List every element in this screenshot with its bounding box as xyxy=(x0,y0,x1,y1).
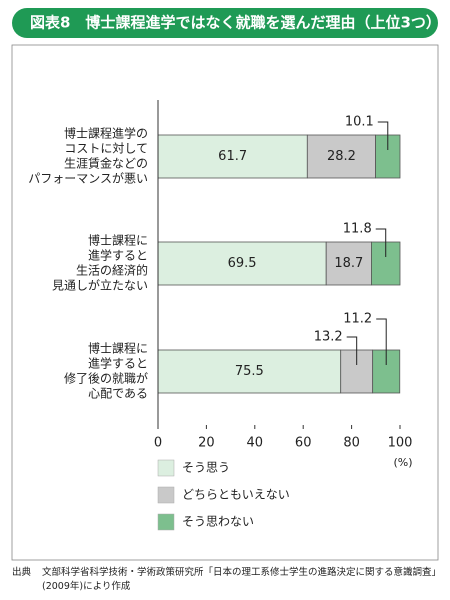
x-unit: (%) xyxy=(393,456,412,469)
category-label: 博士課程に xyxy=(88,341,148,356)
category-label: コストに対して xyxy=(64,142,148,156)
legend-swatch xyxy=(157,486,175,504)
legend-label: そう思わない xyxy=(182,515,254,529)
value-label: 69.5 xyxy=(228,256,257,271)
category-label: パフォーマンスが悪い xyxy=(28,171,148,186)
category-label: 生涯賃金などの xyxy=(64,156,148,171)
category-label: 進学すると xyxy=(88,248,148,263)
x-tick-label: 0 xyxy=(154,436,162,451)
value-label: 28.2 xyxy=(327,149,356,164)
source-text: 文部科学省科学技術・学術政策研究所「日本の理工系修士学生の進路決定に関する意識調… xyxy=(42,567,437,592)
bar-segment xyxy=(306,134,376,179)
category-label: 進学すると xyxy=(88,356,148,371)
x-tick-label: 80 xyxy=(343,436,360,451)
callout-line xyxy=(376,318,387,365)
value-label: 11.2 xyxy=(343,312,372,327)
title-banner xyxy=(12,8,438,38)
chart-title: 図表8 博士課程進学ではなく就職を選んだ理由（上位3つ） xyxy=(30,14,441,32)
source-note: 出典 文部科学省科学技術・学術政策研究所「日本の理工系修士学生の進路決定に関する… xyxy=(12,566,440,594)
category-label: 見通しが立たない xyxy=(52,278,148,293)
source-label: 出典 xyxy=(12,567,32,578)
value-label: 10.1 xyxy=(345,115,374,130)
callout-line xyxy=(375,228,387,257)
category-label: 生活の経済的 xyxy=(76,263,148,278)
value-label: 11.8 xyxy=(343,222,372,237)
x-tick-label: 100 xyxy=(388,436,413,451)
x-tick-label: 20 xyxy=(198,436,215,451)
frame xyxy=(11,44,439,561)
value-label: 61.7 xyxy=(218,149,247,164)
x-tick-label: 60 xyxy=(295,436,312,451)
legend-label: そう思う xyxy=(182,461,230,475)
value-label: 18.7 xyxy=(334,256,363,271)
value-label: 13.2 xyxy=(314,330,343,345)
legend-label: どちらともいえない xyxy=(182,488,290,502)
legend-swatch xyxy=(157,459,175,477)
bar-segment xyxy=(157,241,327,286)
category-label: 修了後の就職が xyxy=(64,371,148,386)
category-label: 博士課程進学の xyxy=(64,126,148,141)
value-label: 75.5 xyxy=(235,364,264,379)
category-label: 心配である xyxy=(88,387,148,401)
callout-line xyxy=(346,336,358,365)
callout-line xyxy=(377,121,389,150)
legend-swatch xyxy=(157,513,175,531)
x-tick-label: 40 xyxy=(247,436,264,451)
category-label: 博士課程に xyxy=(88,233,148,248)
bar-segment xyxy=(325,241,372,286)
